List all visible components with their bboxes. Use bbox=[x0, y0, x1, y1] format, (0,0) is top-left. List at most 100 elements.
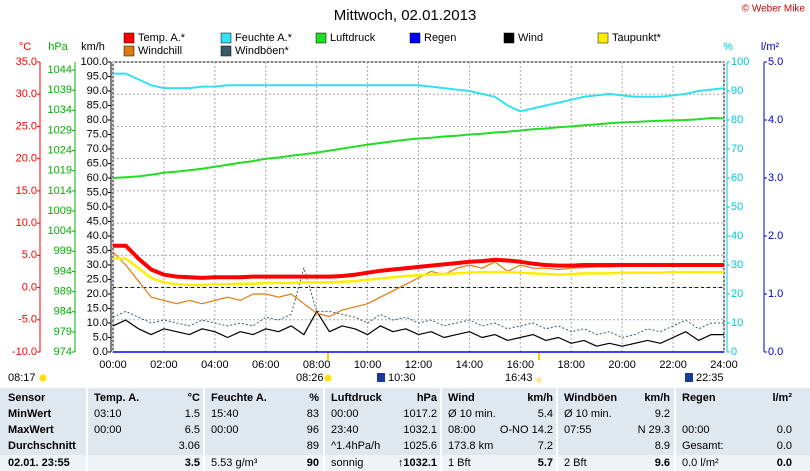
table-cell: % bbox=[309, 392, 319, 404]
table-cell: 8.9 bbox=[655, 440, 670, 452]
table-cell: 5.4 bbox=[538, 408, 553, 420]
y-tick-label: 999 bbox=[54, 245, 72, 257]
y-tick-label: 5.0 bbox=[768, 56, 783, 68]
legend-label: Wind bbox=[518, 32, 543, 44]
y-tick-label: 50.0 bbox=[87, 201, 108, 213]
series-line bbox=[112, 117, 725, 179]
table-cell: Temp. A. bbox=[94, 392, 139, 404]
table-cell: Luftdruck bbox=[331, 392, 383, 404]
table-cell: Gesamt: bbox=[682, 440, 724, 452]
y-tick-label: 984 bbox=[54, 306, 72, 318]
y-tick-label: 2.0 bbox=[768, 230, 783, 242]
x-tick-label: 16:00 bbox=[507, 359, 535, 371]
y-tick-label: 40 bbox=[731, 230, 743, 242]
y-tick-label: 974 bbox=[54, 346, 72, 358]
table-cell: 7.2 bbox=[538, 440, 553, 452]
table-cell: Sensor bbox=[8, 392, 46, 404]
event-time: 08:17 bbox=[8, 372, 36, 384]
table-cell: MinWert bbox=[8, 408, 52, 420]
x-tick-label: 22:00 bbox=[659, 359, 687, 371]
event-time: 10:30 bbox=[388, 372, 416, 384]
table-cell: 1032.1 bbox=[403, 424, 437, 436]
y-tick-label: 979 bbox=[54, 326, 72, 338]
y-tick-label: 1014 bbox=[48, 185, 72, 197]
x-tick-label: 06:00 bbox=[252, 359, 280, 371]
x-tick-label: 04:00 bbox=[201, 359, 229, 371]
legend-swatch bbox=[503, 32, 515, 44]
table-cell: 9.2 bbox=[655, 408, 670, 420]
series-line bbox=[112, 267, 724, 338]
table-cell: O-NO 14.2 bbox=[500, 424, 553, 436]
x-tick-label: 20:00 bbox=[608, 359, 636, 371]
legend-swatch bbox=[123, 32, 135, 44]
table-cell: 2 Bft bbox=[564, 457, 587, 469]
table-cell: 3.5 bbox=[185, 457, 200, 469]
axis-unit: °C bbox=[19, 41, 31, 53]
y-tick-label: 30 bbox=[731, 259, 743, 271]
table-cell: 0.0 l/m² bbox=[682, 457, 719, 469]
table-cell: 83 bbox=[307, 408, 319, 420]
table-cell: 00:00 bbox=[682, 424, 710, 436]
x-tick-label: 02:00 bbox=[150, 359, 178, 371]
table-cell: 96 bbox=[307, 424, 319, 436]
y-tick-label: 10.0 bbox=[16, 217, 37, 229]
y-tick-label: 1024 bbox=[48, 145, 72, 157]
series-line bbox=[113, 243, 724, 280]
series-line bbox=[113, 257, 724, 287]
y-tick-label: 1009 bbox=[48, 205, 72, 217]
legend-label: Taupunkt* bbox=[612, 32, 662, 44]
y-tick-label: 85.0 bbox=[87, 99, 108, 111]
x-tick-label: 24:00 bbox=[710, 359, 738, 371]
y-tick-label: 20.0 bbox=[16, 153, 37, 165]
table-cell: 5.7 bbox=[538, 457, 553, 469]
y-tick-label: 50 bbox=[731, 201, 743, 213]
y-tick-label: 15.0 bbox=[87, 302, 108, 314]
table-cell: Windböen bbox=[564, 392, 617, 404]
y-tick-label: 30.0 bbox=[16, 88, 37, 100]
table-cell: km/h bbox=[527, 392, 553, 404]
x-tick-label: 14:00 bbox=[456, 359, 484, 371]
y-tick-label: 0.0 bbox=[768, 346, 783, 358]
y-tick-label: 95.0 bbox=[87, 70, 108, 82]
table-cell: sonnig bbox=[331, 457, 363, 469]
y-tick-label: 45.0 bbox=[87, 215, 108, 227]
y-tick-label: 0.0 bbox=[93, 346, 108, 358]
chart-title: Mittwoch, 02.01.2013 bbox=[334, 7, 477, 24]
y-tick-label: 0 bbox=[731, 346, 737, 358]
legend-label: Luftdruck bbox=[330, 32, 376, 44]
table-cell: N 29.3 bbox=[638, 424, 670, 436]
axis-unit: % bbox=[723, 41, 733, 53]
table-cell: 1.5 bbox=[185, 408, 200, 420]
y-tick-label: 65.0 bbox=[87, 157, 108, 169]
axis-unit: hPa bbox=[48, 41, 68, 53]
legend-swatch bbox=[220, 45, 232, 57]
y-tick-label: 80.0 bbox=[87, 114, 108, 126]
legend-label: Windböen* bbox=[235, 45, 290, 57]
current-row-background bbox=[0, 455, 810, 471]
y-tick-label: 60 bbox=[731, 172, 743, 184]
sun-icon bbox=[39, 374, 47, 382]
y-tick-label: 994 bbox=[54, 265, 72, 277]
y-tick-label: 40.0 bbox=[87, 230, 108, 242]
y-tick-label: 1029 bbox=[48, 124, 72, 136]
table-cell: 89 bbox=[307, 440, 319, 452]
table-cell: ^1.4hPa/h bbox=[331, 440, 380, 452]
series-line bbox=[112, 310, 724, 347]
table-cell: 0.0 bbox=[777, 424, 792, 436]
table-cell: °C bbox=[188, 392, 200, 404]
y-tick-label: 55.0 bbox=[87, 186, 108, 198]
y-tick-label: 35.0 bbox=[16, 56, 37, 68]
legend-swatch bbox=[315, 32, 327, 44]
event-time: 16:43 bbox=[505, 372, 533, 384]
y-tick-label: 5.0 bbox=[93, 331, 108, 343]
y-tick-label: 100.0 bbox=[80, 56, 108, 68]
table-cell: 15:40 bbox=[211, 408, 239, 420]
table-cell: ↑1032.1 bbox=[398, 457, 437, 469]
series-line bbox=[113, 72, 725, 113]
table-cell: 6.5 bbox=[185, 424, 200, 436]
y-tick-label: 60.0 bbox=[87, 172, 108, 184]
y-tick-label: 20.0 bbox=[87, 288, 108, 300]
event-time: 08:26 bbox=[296, 372, 324, 384]
y-tick-label: 10 bbox=[731, 317, 743, 329]
table-cell: 00:00 bbox=[94, 424, 122, 436]
